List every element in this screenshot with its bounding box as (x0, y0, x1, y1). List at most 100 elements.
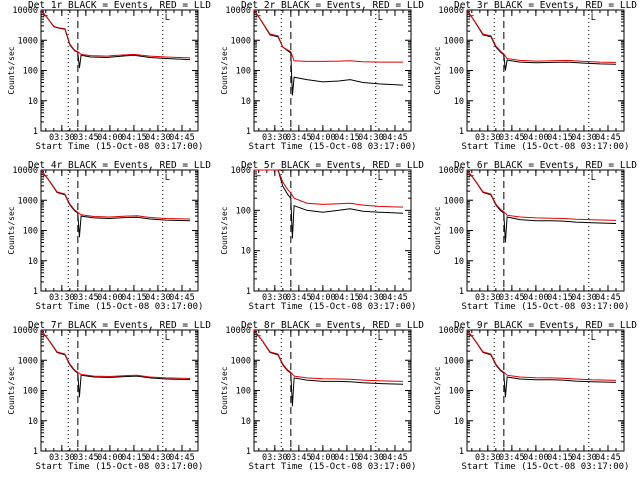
y-tick-label: 1000 (444, 356, 464, 366)
corner-marker-right: L (378, 13, 383, 23)
detector-panel-3: Det 3r BLACK = Events, RED = LLD 1 10 100 10… (433, 0, 637, 152)
x-tick-label: 04:00 (523, 133, 549, 143)
x-tick-label: 03:45 (499, 453, 525, 463)
y-tick-label: 1000 (18, 356, 38, 366)
events-series-line (253, 329, 404, 407)
x-tick-label: 04:30 (145, 133, 171, 143)
x-tick-label: 04:00 (97, 293, 123, 303)
x-tick-label: 04:15 (547, 133, 573, 143)
y-axis-label: Counts/sec (220, 46, 229, 94)
corner-marker-right: L (591, 173, 596, 183)
x-tick-label: 04:30 (145, 453, 171, 463)
detector-panel-1: Det 1r BLACK = Events, RED = LLD 1 10 100 10… (7, 0, 211, 152)
y-tick-label: 100 (449, 387, 464, 397)
x-tick-label: 04:15 (334, 133, 360, 143)
panel-title: Det 7r BLACK = Events, RED = LLD (28, 320, 211, 331)
detector-panel-9: Det 9r BLACK = Events, RED = LLD 1 10 100 10… (433, 320, 637, 472)
x-tick-label: 04:15 (121, 453, 147, 463)
events-series-line (466, 329, 617, 398)
y-tick-label: 100 (236, 67, 251, 77)
x-axis-label: Start Time (15-Oct-08 03:17:00) (249, 142, 417, 152)
y-tick-label: 1 (33, 447, 38, 457)
y-tick-label: 10000 (12, 166, 38, 176)
y-tick-label: 10 (454, 417, 464, 427)
events-series-line (466, 169, 617, 243)
corner-marker-left: ⌐ (256, 332, 261, 342)
y-axis-label: Counts/sec (7, 206, 16, 254)
y-tick-label: 100 (23, 67, 38, 77)
plot-frame (466, 169, 625, 292)
x-tick-label: 04:15 (121, 133, 147, 143)
detector-panel-6: Det 6r BLACK = Events, RED = LLD 1 10 100 10… (433, 160, 637, 312)
x-tick-label: 04:30 (571, 133, 597, 143)
y-axis-label: Counts/sec (7, 46, 16, 94)
y-axis-label: Counts/sec (433, 206, 442, 254)
panel-title: Det 5r BLACK = Events, RED = LLD (241, 160, 424, 171)
lld-series-line (253, 9, 403, 63)
y-tick-label: 100 (449, 67, 464, 77)
x-tick-label: 03:45 (286, 453, 312, 463)
detector-panel-7: Det 7r BLACK = Events, RED = LLD 1 10 100 10… (7, 320, 211, 472)
x-tick-label: 04:00 (97, 453, 123, 463)
x-tick-label: 04:45 (169, 133, 195, 143)
y-tick-label: 10 (28, 417, 38, 427)
y-tick-label: 10000 (12, 326, 38, 336)
plot-frame (40, 169, 199, 292)
x-axis-label: Start Time (15-Oct-08 03:17:00) (36, 302, 204, 312)
x-tick-label: 04:45 (169, 453, 195, 463)
x-tick-label: 04:00 (310, 453, 336, 463)
x-tick-label: 03:30 (262, 293, 288, 303)
events-series-line (40, 329, 191, 398)
y-tick-label: 1000 (444, 36, 464, 46)
panel-title: Det 4r BLACK = Events, RED = LLD (28, 160, 211, 171)
y-tick-label: 1 (459, 127, 464, 137)
detector-panel-2: Det 2r BLACK = Events, RED = LLD 1 10 100 10… (220, 0, 424, 152)
x-axis-label: Start Time (15-Oct-08 03:17:00) (249, 462, 417, 472)
y-tick-label: 1000 (231, 356, 251, 366)
events-series-line (466, 9, 617, 71)
x-tick-label: 04:30 (358, 293, 384, 303)
x-tick-label: 03:45 (499, 293, 525, 303)
corner-marker-right: L (165, 173, 170, 183)
x-axis-label: Start Time (15-Oct-08 03:17:00) (462, 462, 630, 472)
y-tick-label: 1 (33, 127, 38, 137)
panel-title: Det 8r BLACK = Events, RED = LLD (241, 320, 424, 331)
x-tick-label: 03:45 (286, 133, 312, 143)
corner-marker-right: L (591, 13, 596, 23)
corner-marker-left: ⌐ (43, 332, 48, 342)
y-tick-label: 10 (28, 97, 38, 107)
y-tick-label: 10 (241, 247, 251, 257)
detector-panel-4: Det 4r BLACK = Events, RED = LLD 1 10 100 10… (7, 160, 211, 312)
y-tick-label: 100 (23, 387, 38, 397)
panel-title: Det 2r BLACK = Events, RED = LLD (241, 0, 424, 11)
y-axis-label: Counts/sec (433, 46, 442, 94)
x-tick-label: 03:30 (49, 453, 75, 463)
y-tick-label: 10 (28, 257, 38, 267)
lld-series-line (466, 9, 617, 63)
x-tick-label: 04:15 (334, 453, 360, 463)
y-axis-label: Counts/sec (7, 366, 16, 414)
x-tick-label: 03:30 (475, 133, 501, 143)
lld-series-line (254, 169, 404, 208)
x-tick-label: 04:30 (358, 133, 384, 143)
y-axis-label: Counts/sec (220, 366, 229, 414)
corner-marker-right: L (591, 333, 596, 343)
x-tick-label: 04:15 (121, 293, 147, 303)
plot-frame (253, 329, 412, 452)
x-tick-label: 03:30 (49, 133, 75, 143)
x-tick-label: 04:30 (571, 293, 597, 303)
y-tick-label: 1 (246, 127, 251, 137)
y-tick-label: 10000 (225, 326, 251, 336)
x-tick-label: 03:45 (286, 293, 312, 303)
y-tick-label: 1 (459, 287, 464, 297)
y-tick-label: 1 (246, 287, 251, 297)
corner-marker-right: L (165, 333, 170, 343)
x-axis-label: Start Time (15-Oct-08 03:17:00) (36, 462, 204, 472)
corner-marker-right: L (378, 333, 383, 343)
y-tick-label: 10000 (438, 166, 464, 176)
y-tick-label: 10 (454, 97, 464, 107)
x-tick-label: 03:45 (73, 293, 99, 303)
x-tick-label: 04:45 (595, 453, 621, 463)
panel-title: Det 9r BLACK = Events, RED = LLD (454, 320, 637, 331)
